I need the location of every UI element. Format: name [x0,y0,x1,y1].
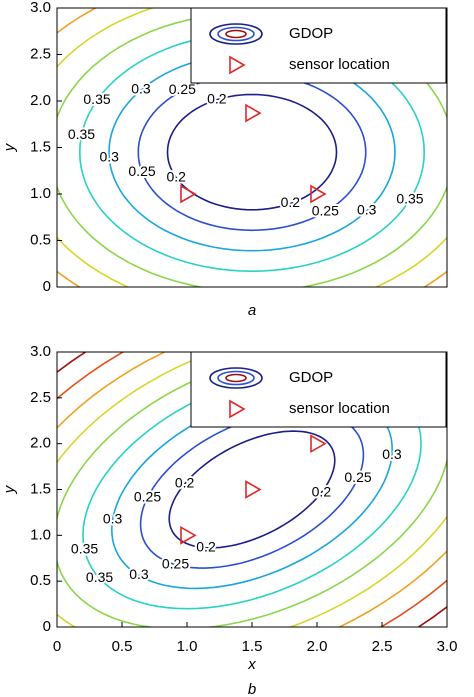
contour-label: 0.35 [86,569,113,585]
contour-label: 0.2 [175,475,195,491]
y-tick-label: 1.5 [30,480,51,497]
contour-label: 0.2 [281,194,301,210]
y-tick-label: 2.5 [30,45,51,62]
x-tick-label: 3.0 [437,638,458,655]
legend-contour-icon [225,373,247,383]
panel: 0.2 0.2 0.2 0.25 0.25 0.25 0.3 0.3 0.3 0.35 0.35 0.… [1,0,448,319]
y-tick-label: 3.0 [30,0,51,16]
sensor-marker [180,184,197,204]
y-tick-label: 2.5 [30,389,51,406]
sensor-marker [245,103,262,123]
panel: 0.20.20.20.250.250.250.30.30.30.350.3500… [1,343,458,697]
legend-label: GDOP [289,25,333,42]
contour-label: 0.35 [71,541,98,557]
legend-contour-icon [225,29,247,39]
contour-label: 0.35 [396,190,423,206]
legend-contour-icon [209,367,263,389]
legend-label: sensor location [289,56,390,73]
x-axis-label: x [247,656,256,673]
sensor-marker [310,434,327,454]
contour-label: 0.3 [129,566,149,582]
x-tick-label: 2.0 [307,638,328,655]
x-tick-label: 0.5 [112,638,133,655]
legend-contour-icon [217,26,255,42]
contour-label: 0.25 [344,469,371,485]
contour-label: 0.25 [128,163,155,179]
plot-area: 0.2 0.2 0.2 0.25 0.25 0.25 0.3 0.3 0.3 0.35 0.35 [57,352,447,627]
contour-label: 0.3 [100,149,120,165]
y-tick-label: 0 [43,618,51,635]
y-tick-label: 1.0 [30,185,51,202]
contour-line [137,73,367,232]
panel-caption: a [248,302,256,319]
legend-sensor-icon [229,399,246,419]
x-tick-label: 1.5 [242,638,263,655]
sensor-marker [245,480,262,499]
contour-label: 0.2 [207,90,227,106]
y-tick-label: 2.0 [30,435,51,452]
contour-label: 0.3 [357,202,377,218]
contour-label: 0.3 [103,511,123,527]
legend-sensor-icon [229,55,246,75]
panel-caption: b [248,681,256,697]
legend-contour-icon [217,370,255,386]
y-tick-label: 1.5 [30,138,51,155]
y-tick-label: 2.0 [30,92,51,109]
contour-label: 0.35 [83,91,110,107]
sensor-marker [180,525,197,545]
legend-label: GDOP [289,369,333,386]
contour-label: 0.25 [312,203,339,219]
contour-label: 0.3 [131,81,151,97]
contour-label: 0.2 [166,168,186,184]
contour-label: 0.2 [312,483,332,499]
legend-label: sensor location [289,400,390,417]
contour-label: 0.25 [169,81,196,97]
x-tick-label: 0 [53,638,61,655]
legend: GDOP sensor location [190,7,447,84]
contour-label: 0.2 [196,538,216,554]
sensor-marker [310,184,327,204]
contour-label: 0.25 [134,488,161,504]
y-tick-label: 0 [43,278,51,295]
y-axis-label: y [1,484,18,494]
x-tick-label: 2.5 [372,638,393,655]
contour-line [57,352,447,627]
contour-line [166,93,338,211]
y-tick-label: 3.0 [30,343,51,360]
x-tick-label: 1.0 [177,638,198,655]
y-axis-label: y [1,142,18,152]
contour-label: 0.3 [382,446,402,462]
legend-contour-icon [209,23,263,45]
y-tick-label: 1.0 [30,526,51,543]
y-tick-label: 0.5 [30,231,51,248]
contour-label: 0.35 [68,126,95,142]
contour-label: 0.25 [162,555,189,571]
legend: GDOP sensor location [190,351,447,428]
y-tick-label: 0.5 [30,572,51,589]
